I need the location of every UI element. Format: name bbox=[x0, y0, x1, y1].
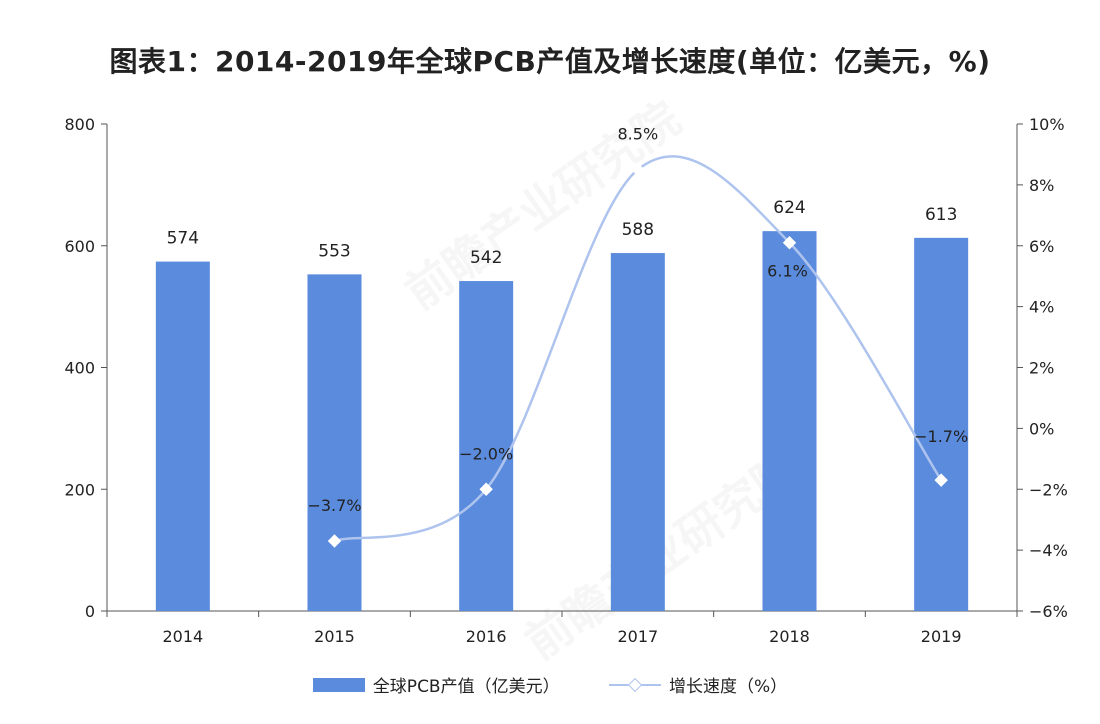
left-axis-tick-label: 400 bbox=[64, 359, 95, 378]
x-axis-tick-label: 2016 bbox=[466, 627, 507, 646]
x-axis-tick-label: 2015 bbox=[314, 627, 355, 646]
right-axis-tick-label: −4% bbox=[1029, 541, 1068, 560]
x-axis-tick-label: 2014 bbox=[162, 627, 203, 646]
left-axis-tick-label: 0 bbox=[85, 602, 95, 621]
growth-value-label: 6.1% bbox=[767, 262, 808, 281]
x-axis-tick-label: 2017 bbox=[617, 627, 658, 646]
growth-marker bbox=[479, 482, 493, 496]
bar-value-label: 553 bbox=[318, 241, 350, 261]
bar bbox=[307, 274, 362, 611]
bar bbox=[762, 231, 817, 611]
growth-marker bbox=[782, 235, 797, 250]
left-axis-tick-label: 200 bbox=[64, 480, 95, 499]
growth-value-label: −1.7% bbox=[914, 427, 968, 446]
x-axis-tick-label: 2019 bbox=[921, 627, 962, 646]
right-axis-tick-label: −6% bbox=[1029, 602, 1068, 621]
left-axis-tick-label: 600 bbox=[64, 237, 95, 256]
legend: 全球PCB产值（亿美元） 增长速度（%） bbox=[0, 672, 1100, 697]
growth-value-label: 8.5% bbox=[618, 125, 659, 144]
bar-value-label: 542 bbox=[470, 248, 502, 268]
right-axis-tick-label: 10% bbox=[1029, 115, 1065, 134]
right-axis-tick-label: 4% bbox=[1029, 298, 1054, 317]
growth-marker bbox=[631, 162, 645, 177]
bar bbox=[155, 261, 210, 611]
bar bbox=[459, 281, 514, 611]
bar bbox=[914, 237, 969, 611]
bar-value-label: 613 bbox=[925, 205, 957, 225]
growth-marker bbox=[327, 534, 342, 548]
bar-value-label: 588 bbox=[622, 220, 654, 240]
chart-title: 图表1：2014-2019年全球PCB产值及增长速度(单位：亿美元，%) bbox=[109, 45, 991, 78]
growth-value-label: −3.7% bbox=[307, 496, 361, 515]
bar-value-label: 624 bbox=[773, 198, 805, 218]
legend-item-line: 增长速度（%） bbox=[609, 672, 787, 697]
legend-bar-label: 全球PCB产值（亿美元） bbox=[372, 677, 560, 697]
legend-bar-swatch bbox=[312, 677, 365, 692]
legend-line-label: 增长速度（%） bbox=[669, 677, 788, 697]
bar-value-label: 574 bbox=[167, 229, 199, 249]
x-axis-tick-label: 2018 bbox=[769, 627, 810, 646]
right-axis-tick-label: −2% bbox=[1029, 480, 1068, 499]
right-axis-tick-label: 0% bbox=[1029, 419, 1054, 438]
growth-marker bbox=[934, 473, 948, 487]
left-axis-tick-label: 800 bbox=[64, 115, 95, 134]
legend-item-bar: 全球PCB产值（亿美元） bbox=[312, 672, 560, 697]
legend-line-swatch bbox=[609, 677, 662, 692]
growth-value-label: −2.0% bbox=[459, 444, 513, 463]
bar bbox=[610, 253, 665, 611]
right-axis-tick-label: 8% bbox=[1029, 176, 1054, 195]
right-axis-tick-label: 6% bbox=[1029, 237, 1054, 256]
right-axis-tick-label: 2% bbox=[1029, 359, 1054, 378]
